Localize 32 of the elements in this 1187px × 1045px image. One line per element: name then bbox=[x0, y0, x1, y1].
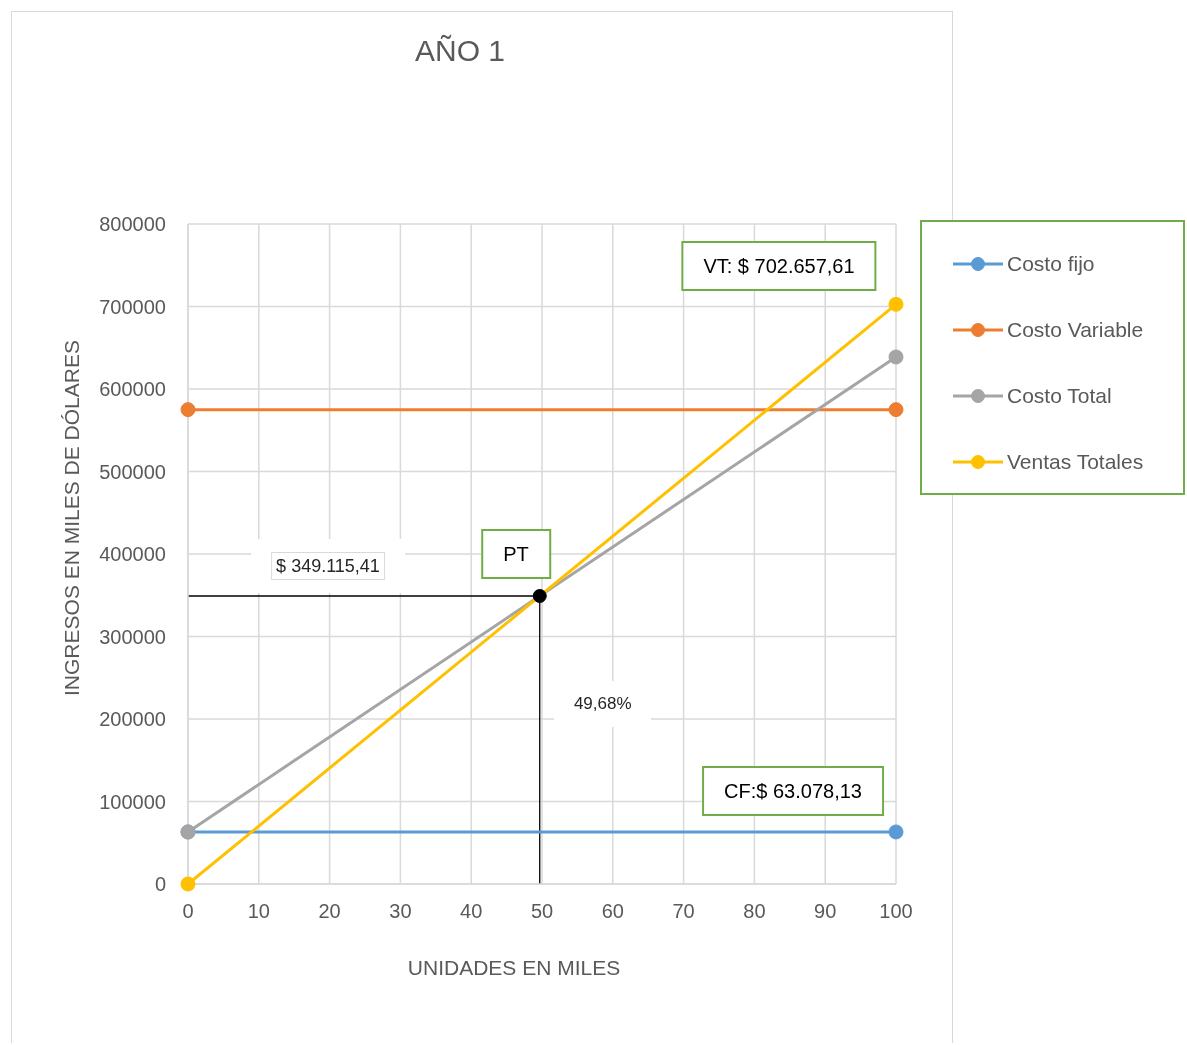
y-tick-label: 0 bbox=[154, 873, 166, 896]
x-axis-title: UNIDADES EN MILES bbox=[407, 956, 621, 980]
x-tick-label: 20 bbox=[318, 900, 341, 923]
chart-title: AÑO 1 bbox=[414, 34, 506, 68]
y-tick-label: 500000 bbox=[99, 460, 166, 483]
x-tick-label: 0 bbox=[182, 900, 194, 923]
x-tick-label: 60 bbox=[601, 900, 624, 923]
y-tick-label: 400000 bbox=[99, 543, 166, 566]
y-tick-label: 100000 bbox=[99, 790, 166, 813]
legend-label: Costo Variable bbox=[1007, 318, 1144, 342]
x-tick-label: 90 bbox=[814, 900, 837, 923]
ref-line-label: 49,68% bbox=[573, 693, 632, 715]
legend-label: Ventas Totales bbox=[1007, 450, 1144, 474]
y-tick-label: 200000 bbox=[99, 708, 166, 731]
y-tick-label: 300000 bbox=[99, 625, 166, 648]
ref-line-label: $ 349.115,41 bbox=[271, 551, 385, 580]
x-tick-label: 70 bbox=[672, 900, 695, 923]
annotation: PT bbox=[481, 529, 551, 579]
legend-label: Costo fijo bbox=[1007, 252, 1095, 276]
x-tick-label: 40 bbox=[460, 900, 483, 923]
x-tick-label: 30 bbox=[389, 900, 412, 923]
x-tick-label: 10 bbox=[247, 900, 270, 923]
legend-label: Costo Total bbox=[1007, 384, 1112, 408]
x-tick-label: 80 bbox=[743, 900, 766, 923]
annotation: CF:$ 63.078,13 bbox=[702, 766, 884, 816]
y-tick-label: 800000 bbox=[99, 213, 166, 236]
x-tick-label: 100 bbox=[879, 900, 913, 923]
annotation: VT: $ 702.657,61 bbox=[681, 241, 877, 291]
y-tick-label: 600000 bbox=[99, 378, 166, 401]
x-tick-label: 50 bbox=[530, 900, 554, 923]
y-axis-title: INGRESOS EN MILES DE DÓLARES bbox=[60, 340, 84, 696]
y-tick-label: 700000 bbox=[99, 295, 166, 318]
